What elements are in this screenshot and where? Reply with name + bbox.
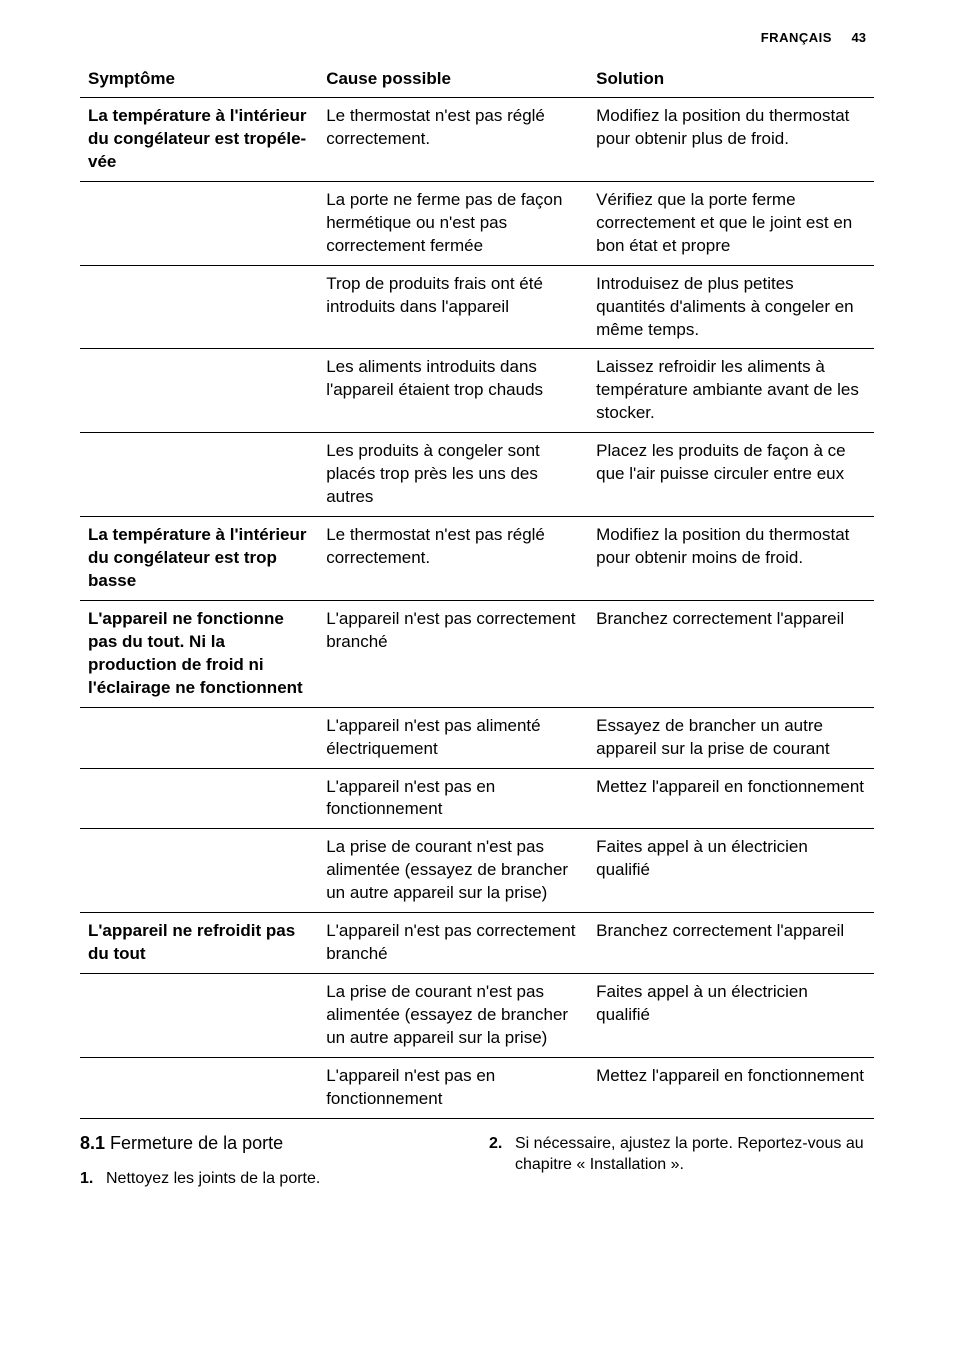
item-text: Si nécessaire, ajustez la porte. Re­port… [515,1133,874,1176]
list-item: 2. Si nécessaire, ajustez la porte. Re­p… [489,1133,874,1176]
item-number: 2. [489,1133,515,1176]
cell-symptom: La température à l'intérieur du congé­la… [80,98,318,182]
cell-solution: Essayez de brancher un autre appareil su… [588,707,874,768]
item-text: Nettoyez les joints de la porte. [106,1168,320,1190]
cell-cause: L'appareil n'est pas cor­rectement branc… [318,913,588,974]
header-language: FRANÇAIS [761,30,832,45]
table-header-row: Symptôme Cause possible Solution [80,63,874,98]
cell-symptom [80,768,318,829]
section-8-1-heading: 8.1 Fermeture de la porte [80,1133,465,1154]
cell-symptom: L'appareil ne fonc­tionne pas du tout. N… [80,600,318,707]
cell-solution: Introduisez de plus petites quantités d'… [588,265,874,349]
table-row: Trop de produits frais ont été introduit… [80,265,874,349]
cell-cause: Le thermostat n'est pas réglé correcteme… [318,517,588,601]
cell-symptom [80,433,318,517]
cell-cause: Les aliments introduits dans l'appareil … [318,349,588,433]
table-row: La porte ne ferme pas de façon hermétiqu… [80,181,874,265]
table-row: L'appareil n'est pas en fonctionnementMe… [80,768,874,829]
cell-cause: La prise de courant n'est pas alimentée … [318,829,588,913]
table-row: L'appareil n'est pas ali­menté électriqu… [80,707,874,768]
cell-symptom [80,349,318,433]
cell-solution: Faites appel à un électri­cien qualifié [588,829,874,913]
cell-solution: Modifiez la position du thermostat pour … [588,98,874,182]
table-row: Les aliments introduits dans l'appareil … [80,349,874,433]
page-header: FRANÇAIS 43 [80,30,874,45]
cell-symptom [80,1057,318,1118]
table-row: Les produits à congeler sont placés trop… [80,433,874,517]
cell-symptom [80,829,318,913]
cell-symptom [80,181,318,265]
section-title: Fermeture de la porte [110,1133,283,1153]
cell-solution: Laissez refroidir les ali­ments à tempér… [588,349,874,433]
cell-cause: L'appareil n'est pas en fonctionnement [318,1057,588,1118]
cell-solution: Vérifiez que la porte ferme correctement… [588,181,874,265]
cell-cause: La porte ne ferme pas de façon hermétiqu… [318,181,588,265]
table-row: La température à l'intérieur du congé­la… [80,98,874,182]
section-8-1-left: 8.1 Fermeture de la porte 1. Nettoyez le… [80,1133,465,1190]
table-row: L'appareil n'est pas en fonctionnementMe… [80,1057,874,1118]
table-row: L'appareil ne fonc­tionne pas du tout. N… [80,600,874,707]
cell-cause: Trop de produits frais ont été introduit… [318,265,588,349]
section-8-1: 8.1 Fermeture de la porte 1. Nettoyez le… [80,1133,874,1190]
cell-solution: Branchez correctement l'appareil [588,913,874,974]
cell-solution: Branchez correctement l'appareil [588,600,874,707]
col-symptom: Symptôme [80,63,318,98]
cell-cause: L'appareil n'est pas en fonctionnement [318,768,588,829]
cell-solution: Placez les produits de fa­çon à ce que l… [588,433,874,517]
list-item: 1. Nettoyez les joints de la porte. [80,1168,465,1190]
cell-symptom: L'appareil ne refroi­dit pas du tout [80,913,318,974]
table-row: La prise de courant n'est pas alimentée … [80,829,874,913]
cell-solution: Faites appel à un électri­cien qualifié [588,974,874,1058]
item-number: 1. [80,1168,106,1190]
section-8-1-right: 2. Si nécessaire, ajustez la porte. Re­p… [489,1133,874,1190]
cell-cause: Les produits à congeler sont placés trop… [318,433,588,517]
cell-solution: Mettez l'appareil en fonc­tionnement [588,1057,874,1118]
cell-symptom: La température à l'intérieur du congé­la… [80,517,318,601]
troubleshooting-table: Symptôme Cause possible Solution La temp… [80,63,874,1119]
cell-cause: La prise de courant n'est pas alimentée … [318,974,588,1058]
cell-solution: Mettez l'appareil en fonc­tionnement [588,768,874,829]
table-row: L'appareil ne refroi­dit pas du toutL'ap… [80,913,874,974]
section-number: 8.1 [80,1133,105,1153]
table-row: La prise de courant n'est pas alimentée … [80,974,874,1058]
cell-cause: L'appareil n'est pas cor­rectement branc… [318,600,588,707]
cell-cause: L'appareil n'est pas ali­menté électriqu… [318,707,588,768]
cell-symptom [80,707,318,768]
cell-solution: Modifiez la position du thermostat pour … [588,517,874,601]
cell-symptom [80,265,318,349]
table-row: La température à l'intérieur du congé­la… [80,517,874,601]
col-solution: Solution [588,63,874,98]
col-cause: Cause possible [318,63,588,98]
cell-symptom [80,974,318,1058]
header-page-number: 43 [852,30,866,45]
cell-cause: Le thermostat n'est pas réglé correcteme… [318,98,588,182]
